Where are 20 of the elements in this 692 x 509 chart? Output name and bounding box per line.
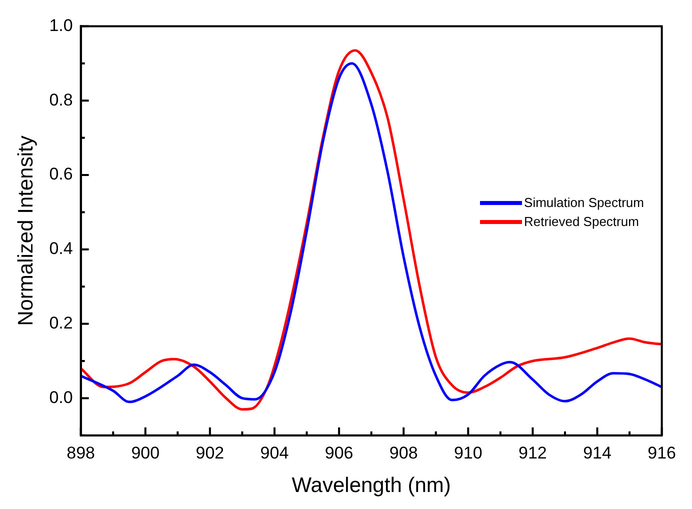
y-tick-label: 0.0 [49, 388, 73, 407]
x-tick-label: 898 [66, 443, 96, 462]
y-tick-label: 0.8 [49, 90, 73, 110]
y-tick-label: 0.2 [49, 313, 73, 332]
y-tick-label: 0.4 [49, 239, 73, 258]
x-tick-label: 902 [196, 443, 224, 462]
y-tick-label: 1.0 [49, 16, 73, 35]
x-axis-title: Wavelength (nm) [292, 474, 451, 498]
legend-label: Simulation Spectrum [524, 195, 644, 210]
legend-label: Retrieved Spectrum [524, 214, 639, 229]
x-tick-label: 906 [324, 443, 354, 462]
y-tick-label: 0.6 [49, 164, 73, 184]
x-tick-label: 916 [648, 443, 676, 462]
x-tick-label: 904 [260, 443, 289, 462]
x-tick-label: 914 [583, 443, 612, 462]
x-tick-label: 910 [454, 443, 482, 462]
x-tick-label: 912 [518, 443, 547, 462]
x-tick-label: 900 [131, 443, 160, 462]
x-tick-label: 908 [389, 443, 418, 462]
y-axis-title: Normalized Intensity [14, 135, 38, 326]
